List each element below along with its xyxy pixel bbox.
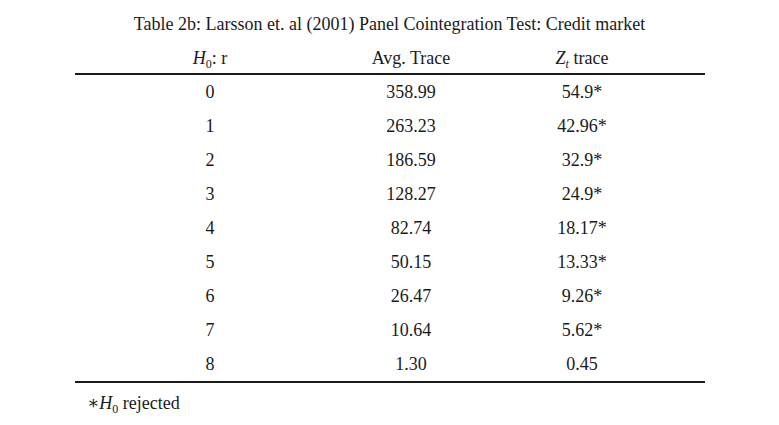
cell-r: 7: [75, 320, 345, 341]
header-h0-r: H0: r: [75, 48, 345, 69]
table-row: 4 82.74 18.17*: [75, 211, 705, 245]
table-row: 0 358.99 54.9*: [75, 75, 705, 109]
cell-zt-trace: 24.9*: [477, 184, 705, 205]
cell-avg-trace: 358.99: [345, 82, 477, 103]
header-h0-base: H: [193, 48, 206, 68]
table-row: 7 10.64 5.62*: [75, 313, 705, 347]
footnote-star: ∗: [87, 393, 99, 413]
header-zt-rest: trace: [569, 48, 608, 68]
cell-r: 1: [75, 116, 345, 137]
table-row: 3 128.27 24.9*: [75, 177, 705, 211]
table-row: 8 1.30 0.45: [75, 347, 705, 381]
cell-avg-trace: 10.64: [345, 320, 477, 341]
header-zt-trace: Zt trace: [477, 48, 705, 69]
cell-zt-trace: 13.33*: [477, 252, 705, 273]
cell-avg-trace: 82.74: [345, 218, 477, 239]
cell-r: 4: [75, 218, 345, 239]
footnote-h0-base: H: [99, 393, 112, 413]
cell-zt-trace: 9.26*: [477, 286, 705, 307]
table-row: 1 263.23 42.96*: [75, 109, 705, 143]
header-h0-sub: 0: [206, 57, 212, 71]
cell-zt-trace: 5.62*: [477, 320, 705, 341]
header-avg-trace: Avg. Trace: [345, 48, 477, 69]
cell-avg-trace: 128.27: [345, 184, 477, 205]
cell-avg-trace: 186.59: [345, 150, 477, 171]
footnote-h0-sub: 0: [112, 402, 118, 416]
header-zt-sub: t: [566, 57, 569, 71]
table-header-row: H0: r Avg. Trace Zt trace: [75, 44, 705, 75]
cell-zt-trace: 42.96*: [477, 116, 705, 137]
table-row: 2 186.59 32.9*: [75, 143, 705, 177]
cell-zt-trace: 0.45: [477, 354, 705, 375]
cell-r: 3: [75, 184, 345, 205]
cell-r: 5: [75, 252, 345, 273]
table-body: 0 358.99 54.9* 1 263.23 42.96* 2 186.59 …: [75, 75, 705, 383]
cell-r: 8: [75, 354, 345, 375]
cell-avg-trace: 26.47: [345, 286, 477, 307]
footnote-rest: rejected: [118, 393, 179, 413]
paper-page: Table 2b: Larsson et. al (2001) Panel Co…: [0, 0, 779, 425]
cell-avg-trace: 263.23: [345, 116, 477, 137]
cell-zt-trace: 32.9*: [477, 150, 705, 171]
cell-r: 0: [75, 82, 345, 103]
table-footnote: ∗H0 rejected: [87, 391, 180, 415]
cointegration-table: H0: r Avg. Trace Zt trace 0 358.99 54.9*…: [75, 44, 705, 383]
cell-avg-trace: 1.30: [345, 354, 477, 375]
cell-zt-trace: 54.9*: [477, 82, 705, 103]
header-h0-rest: : r: [212, 48, 228, 68]
header-zt-base: Z: [556, 48, 566, 68]
table-caption: Table 2b: Larsson et. al (2001) Panel Co…: [0, 11, 779, 37]
cell-avg-trace: 50.15: [345, 252, 477, 273]
cell-r: 2: [75, 150, 345, 171]
cell-zt-trace: 18.17*: [477, 218, 705, 239]
table-row: 5 50.15 13.33*: [75, 245, 705, 279]
cell-r: 6: [75, 286, 345, 307]
table-row: 6 26.47 9.26*: [75, 279, 705, 313]
